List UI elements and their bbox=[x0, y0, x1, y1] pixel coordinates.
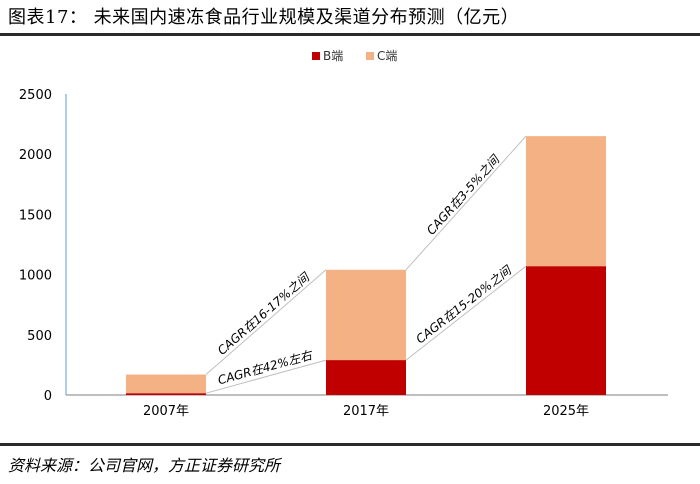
cagr-connector-line bbox=[205, 359, 327, 394]
bar-b-segment bbox=[526, 266, 606, 395]
y-tick-label: 2000 bbox=[19, 148, 52, 163]
legend-swatch bbox=[366, 52, 374, 60]
cagr-connector-line bbox=[205, 269, 327, 375]
x-tick-labels: 2007年 2017年 2025年 bbox=[143, 404, 589, 419]
y-tick-label: 2500 bbox=[19, 88, 52, 103]
y-tick-label: 0 bbox=[44, 389, 52, 404]
bar-c-segment bbox=[326, 269, 406, 361]
x-tick-label: 2017年 bbox=[343, 404, 389, 419]
stacked-bar-chart: B端 C端 0 500 1000 1500 2000 2500 2007年 2017年 2025… bbox=[19, 49, 668, 419]
y-tick-label: 1000 bbox=[19, 269, 52, 284]
bars bbox=[126, 136, 606, 395]
x-tick-label: 2025年 bbox=[543, 404, 589, 419]
bar-c-segment bbox=[526, 136, 606, 267]
x-tick-label: 2007年 bbox=[143, 404, 189, 419]
bar-b-segment bbox=[326, 360, 406, 395]
bar-c-segment bbox=[126, 374, 206, 394]
legend-label: C端 bbox=[377, 49, 397, 63]
y-tick-label: 1500 bbox=[19, 208, 52, 223]
y-tick-labels: 0 500 1000 1500 2000 2500 bbox=[19, 88, 52, 404]
figure-title: 图表17： 未来国内速冻食品行业规模及渠道分布预测（亿元） bbox=[8, 7, 520, 28]
legend-swatch bbox=[312, 52, 320, 60]
cagr-connector-line bbox=[405, 265, 527, 361]
bottom-rule bbox=[0, 443, 700, 446]
cagr-connectors bbox=[205, 135, 527, 394]
bar-b-segment bbox=[126, 393, 206, 395]
y-tick-label: 500 bbox=[27, 329, 52, 344]
cagr-connector-line bbox=[405, 135, 527, 271]
top-rule bbox=[0, 33, 700, 36]
legend-label: B端 bbox=[323, 49, 343, 63]
cagr-label: CAGR在16-17%之间 bbox=[215, 269, 313, 357]
cagr-label: CAGR在3-5%之间 bbox=[424, 151, 503, 237]
source-note: 资料来源：公司官网，方正证券研究所 bbox=[8, 456, 281, 475]
legend: B端 C端 bbox=[312, 49, 397, 63]
cagr-label: CAGR在15-20%之间 bbox=[413, 262, 515, 346]
